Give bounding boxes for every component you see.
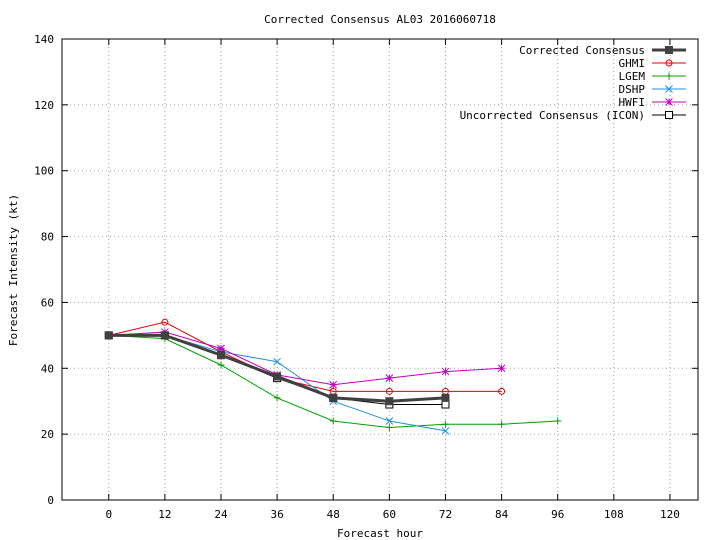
data-point	[217, 344, 225, 353]
series-line	[108, 334, 446, 406]
data-point	[160, 331, 169, 340]
data-point	[273, 357, 281, 366]
x-tick-label: 120	[660, 508, 680, 521]
data-point	[441, 393, 450, 402]
data-point	[665, 111, 673, 119]
y-tick-label: 140	[34, 33, 54, 46]
data-point	[385, 387, 393, 395]
y-tick-label: 80	[41, 231, 54, 244]
data-point	[161, 318, 169, 326]
data-point	[104, 331, 113, 340]
series-corrected-consensus	[104, 331, 450, 406]
data-point	[385, 424, 393, 432]
chart-title: Corrected Consensus AL03 2016060718	[264, 13, 496, 26]
data-point	[273, 394, 281, 402]
tick-labels: 0 20 40 60 80 100 120 140 0 12 24 36 48 60 72 84 96 108 12…	[34, 33, 680, 521]
series-line	[108, 331, 502, 386]
data-point	[273, 372, 282, 381]
axes	[61, 38, 699, 501]
x-tick-label: 24	[214, 508, 228, 521]
series-line	[108, 321, 502, 392]
data-point	[441, 400, 450, 409]
legend-label: GHMI	[619, 57, 646, 70]
x-tick-label: 72	[439, 508, 452, 521]
data-point	[498, 420, 506, 428]
y-tick-label: 100	[34, 165, 54, 178]
data-point	[665, 72, 673, 80]
legend-label: Uncorrected Consensus (ICON)	[460, 109, 645, 122]
x-tick-label: 36	[270, 508, 283, 521]
data-point	[497, 364, 506, 373]
legend-label: DSHP	[619, 83, 646, 96]
y-tick-label: 120	[34, 99, 54, 112]
data-point	[329, 393, 338, 402]
x-tick-label: 108	[604, 508, 624, 521]
data-point	[665, 46, 673, 54]
data-point	[385, 374, 394, 383]
data-point	[665, 59, 673, 67]
y-tick-label: 0	[47, 494, 54, 507]
x-axis-label: Forecast hour	[337, 527, 423, 540]
data-point	[498, 387, 506, 395]
data-point	[554, 417, 562, 425]
data-point	[665, 98, 673, 106]
x-tick-label: 12	[158, 508, 171, 521]
data-point	[385, 417, 394, 425]
plot-frame	[61, 38, 699, 501]
data-point	[217, 361, 225, 369]
x-tick-label: 84	[495, 508, 509, 521]
legend: Corrected ConsensusGHMILGEMDSHPHWFIUncor…	[460, 44, 686, 122]
y-tick-label: 60	[41, 296, 54, 309]
y-axis-label: Forecast Intensity (kt)	[7, 194, 20, 346]
data-point	[441, 367, 450, 376]
data-point	[665, 85, 673, 93]
series-ghmi	[105, 318, 506, 395]
x-tick-label: 60	[383, 508, 396, 521]
y-tick-label: 20	[41, 428, 54, 441]
y-tick-label: 40	[41, 362, 54, 375]
data-point	[217, 351, 225, 360]
legend-label: LGEM	[619, 70, 646, 83]
x-tick-label: 48	[327, 508, 340, 521]
series-layer	[104, 318, 562, 435]
legend-label: Corrected Consensus	[519, 44, 645, 57]
data-point	[441, 426, 450, 435]
legend-label: HWFI	[619, 96, 646, 109]
data-point	[329, 380, 338, 389]
x-tick-label: 96	[551, 508, 564, 521]
x-tick-label: 0	[105, 508, 112, 521]
data-point	[385, 397, 394, 406]
data-point	[329, 417, 337, 425]
data-point	[441, 420, 449, 428]
